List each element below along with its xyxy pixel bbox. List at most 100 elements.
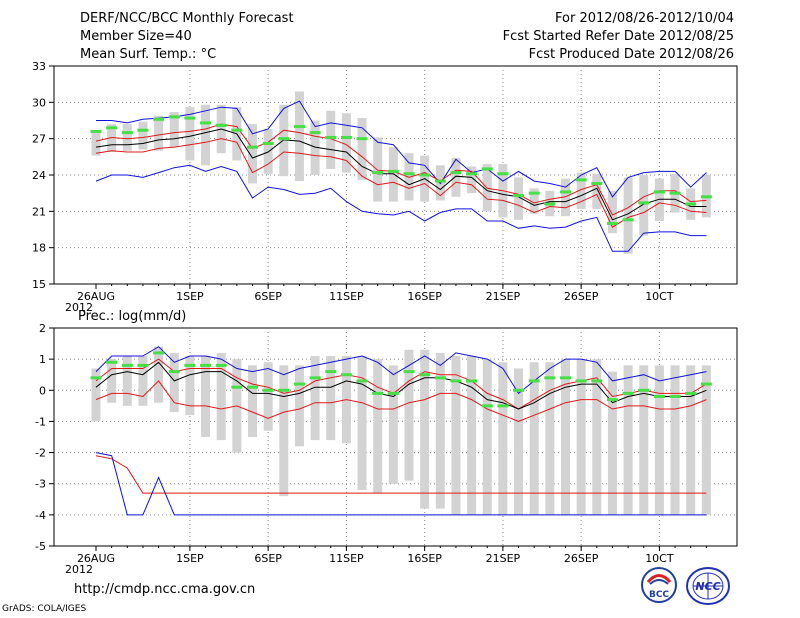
x-tick-label: 26SEP — [564, 552, 599, 565]
spread-box — [482, 359, 492, 515]
x-tick-label: 16SEP — [407, 290, 442, 303]
y-tick-label: 1 — [39, 353, 46, 366]
spread-box — [607, 371, 617, 515]
spread-box — [91, 368, 101, 422]
ncc-logo-icon: NCC — [686, 567, 730, 605]
x-tick-label: 1SEP — [176, 552, 204, 565]
x-tick-label: 6SEP — [254, 290, 282, 303]
spread-box — [451, 158, 461, 197]
y-tick-label: 33 — [32, 60, 46, 73]
x-tick-label: 26AUG — [77, 290, 115, 303]
series-line-min — [95, 164, 707, 252]
spread-box — [373, 359, 383, 494]
spread-box — [154, 115, 164, 151]
spread-box — [576, 359, 586, 515]
spread-box — [639, 365, 649, 515]
spread-box — [561, 178, 570, 217]
spread-box — [404, 349, 414, 481]
spread-box — [404, 153, 414, 201]
spread-box — [576, 172, 586, 209]
spread-box — [592, 173, 602, 209]
spread-box — [670, 365, 680, 515]
spread-box — [341, 113, 351, 173]
spread-box — [639, 175, 649, 236]
y-tick-label: 27 — [32, 133, 46, 146]
spread-box — [91, 131, 101, 156]
spread-box — [279, 365, 289, 497]
spread-box — [514, 368, 524, 515]
spread-box — [216, 352, 226, 441]
series-line-lower-quartile — [95, 138, 707, 228]
spread-box — [263, 362, 273, 431]
spread-box — [357, 356, 367, 490]
x-tick-label: 26SEP — [564, 290, 599, 303]
ncc-logo-text: NCC — [695, 580, 720, 593]
bcc-logo-text: BCC — [649, 590, 669, 600]
spread-box — [154, 346, 164, 403]
spread-box — [201, 104, 211, 166]
spread-box — [122, 356, 132, 406]
series-line-upper-quartile — [95, 123, 707, 216]
spread-box — [498, 362, 508, 515]
spread-box — [294, 365, 304, 447]
spread-box — [107, 124, 117, 152]
variable-label: Mean Surf. Temp.: °C — [80, 47, 217, 62]
series-line-median — [95, 128, 707, 221]
y-tick-label: 21 — [32, 205, 46, 218]
x-tick-label: 10CT — [645, 552, 674, 565]
series-line-max — [95, 346, 707, 395]
x-tick-label: 11SEP — [329, 552, 364, 565]
spread-box — [138, 356, 148, 406]
bcc-logo-icon: BCC — [641, 567, 677, 603]
spread-box — [592, 359, 602, 515]
spread-box — [654, 365, 664, 515]
spread-box — [561, 359, 570, 515]
spread-box — [701, 365, 711, 515]
spread-box — [185, 356, 195, 416]
x-tick-label: 21SEP — [486, 290, 521, 303]
spread-box — [435, 352, 445, 509]
source-url[interactable]: http://cmdp.ncc.cma.gov.cn — [74, 582, 256, 597]
fcst-started-date: Fcst Started Refer Date 2012/08/25 — [502, 29, 734, 44]
spread-box — [623, 177, 633, 254]
y-tick-label: 30 — [32, 96, 46, 109]
spread-box — [623, 365, 633, 515]
spread-box — [107, 359, 117, 403]
x-tick-label: 21SEP — [486, 552, 521, 565]
spread-box — [248, 365, 257, 437]
x-tick-label: 1SEP — [176, 290, 204, 303]
x-tick-label: 11SEP — [329, 290, 364, 303]
x-tick-label: 10CT — [645, 290, 674, 303]
spread-box — [357, 118, 367, 180]
y-tick-label: 18 — [32, 242, 46, 255]
y-tick-label: 2 — [39, 322, 46, 335]
y-tick-label: -2 — [35, 447, 46, 460]
spread-box — [169, 352, 179, 413]
spread-box — [310, 356, 320, 441]
spread-box — [388, 365, 398, 484]
spread-box — [122, 124, 132, 151]
series-line-min — [95, 452, 707, 516]
y-tick-label: 24 — [32, 169, 46, 182]
y-tick-label: -4 — [35, 509, 46, 522]
y-tick-label: 15 — [32, 278, 46, 291]
member-size: Member Size=40 — [80, 29, 192, 44]
x-tick-label: 16SEP — [407, 552, 442, 565]
spread-box — [201, 356, 211, 437]
spread-box — [529, 362, 539, 515]
series-line-lower-line-red — [95, 455, 707, 494]
spread-box — [310, 120, 320, 175]
spread-box — [185, 107, 195, 161]
spread-box — [654, 178, 664, 222]
series-line-upper-quartile — [95, 358, 707, 410]
grads-credit: GrADS: COLA/IGES — [2, 604, 87, 614]
series-line-max — [96, 100, 707, 198]
x-year-label: 2012 — [65, 563, 93, 576]
fcst-produced-date: Fcst Produced Date 2012/08/26 — [528, 47, 734, 62]
forecast-period: For 2012/08/26-2012/10/04 — [555, 11, 734, 26]
y-tick-label: -5 — [35, 540, 46, 553]
spread-box — [326, 356, 336, 441]
spread-box — [545, 362, 555, 515]
spread-box — [248, 124, 257, 184]
